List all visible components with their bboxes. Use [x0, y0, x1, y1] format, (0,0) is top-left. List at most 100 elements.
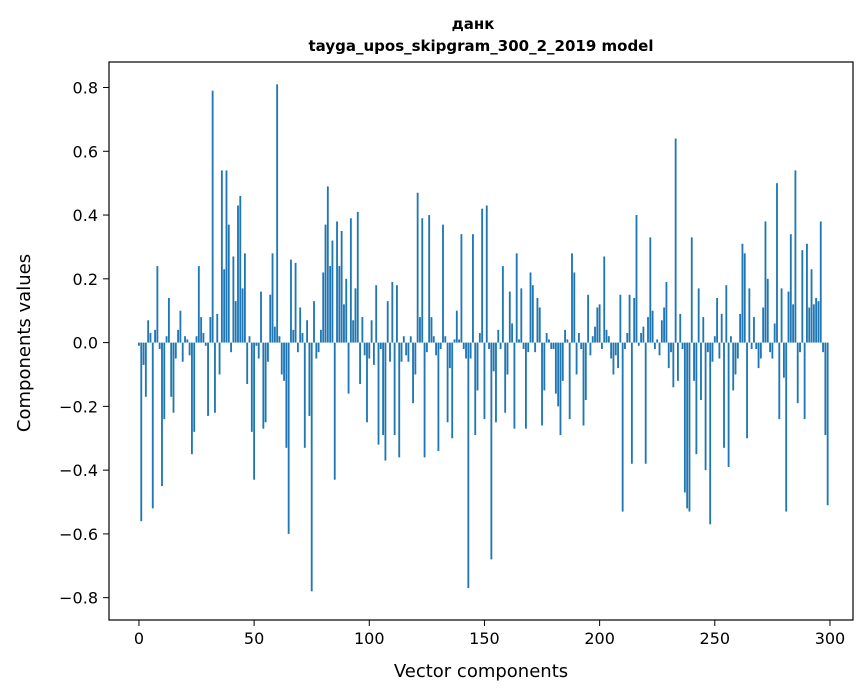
bar	[202, 333, 205, 343]
y-tick-label: −0.6	[59, 525, 98, 544]
bar	[161, 342, 163, 487]
bar	[476, 342, 479, 391]
bar	[677, 342, 679, 381]
bar	[211, 90, 214, 343]
bar	[260, 291, 262, 343]
bar	[681, 342, 684, 349]
bar	[453, 339, 456, 343]
bar	[746, 342, 748, 439]
bar	[518, 339, 520, 343]
bar	[808, 307, 811, 343]
bar	[474, 342, 477, 436]
bar	[338, 266, 341, 343]
y-tick-label: 0.4	[73, 206, 98, 225]
bar	[209, 317, 212, 343]
bar	[402, 336, 405, 343]
bar	[292, 329, 295, 343]
bar	[725, 285, 728, 343]
bar	[264, 342, 267, 423]
y-axis-label: Components values	[14, 254, 35, 432]
bar	[799, 342, 801, 353]
bar	[566, 339, 569, 343]
bar	[437, 342, 440, 451]
bar	[557, 342, 560, 407]
bar	[736, 342, 739, 359]
bar	[584, 342, 587, 400]
bar	[743, 253, 746, 343]
bar	[446, 342, 449, 423]
bar	[458, 339, 461, 343]
y-tick-label: −0.2	[59, 397, 98, 416]
bar	[142, 342, 145, 365]
bar	[822, 342, 824, 353]
bar	[465, 342, 467, 359]
bars-group	[138, 84, 829, 592]
bar	[658, 342, 661, 356]
bar	[776, 183, 778, 343]
bar	[158, 342, 161, 349]
bar	[621, 342, 624, 512]
bar	[633, 297, 636, 343]
bar	[660, 320, 663, 343]
bar	[511, 323, 514, 343]
bar	[248, 336, 251, 343]
bar	[488, 342, 490, 349]
bar	[695, 342, 698, 455]
bar	[683, 342, 686, 493]
y-tick-label: 0.2	[73, 270, 98, 289]
bar	[596, 307, 599, 343]
bar	[706, 342, 709, 353]
x-tick-label: 0	[134, 629, 144, 648]
bar	[785, 342, 788, 512]
bar	[727, 342, 730, 467]
bar	[419, 317, 421, 343]
bar	[732, 342, 735, 391]
bar	[234, 301, 237, 343]
bar	[538, 307, 541, 343]
bar	[624, 342, 626, 349]
bar	[391, 282, 394, 343]
bar	[495, 342, 497, 423]
bar	[250, 342, 253, 432]
bar	[819, 221, 822, 343]
bar	[306, 320, 309, 343]
bar	[214, 342, 216, 413]
bar	[697, 288, 700, 343]
bar	[184, 336, 186, 343]
y-tick-label: −0.8	[59, 589, 98, 608]
bar	[575, 342, 578, 375]
bar	[225, 170, 228, 343]
bar	[759, 342, 762, 359]
bar	[628, 294, 631, 343]
bar	[601, 342, 603, 349]
bar	[718, 342, 721, 359]
bar	[363, 342, 366, 356]
bar	[792, 304, 795, 343]
bar	[313, 301, 315, 343]
bar	[188, 342, 191, 356]
bar	[273, 326, 276, 343]
bar	[672, 342, 675, 388]
bar	[826, 342, 829, 506]
bar	[186, 339, 189, 343]
bar	[197, 266, 200, 343]
bar	[172, 342, 175, 413]
x-tick-label: 50	[244, 629, 264, 648]
bar	[204, 342, 207, 346]
bar	[513, 342, 516, 429]
bar	[483, 342, 486, 420]
bar	[174, 342, 177, 359]
bar	[568, 342, 571, 420]
bar	[594, 326, 596, 343]
bar	[485, 205, 488, 343]
bar	[333, 342, 336, 480]
bar	[140, 342, 143, 522]
bar	[614, 342, 617, 356]
bar	[750, 342, 753, 349]
bar	[640, 333, 643, 343]
bar	[817, 301, 820, 343]
bar	[331, 240, 334, 343]
chart-title: данк	[452, 15, 495, 33]
bar	[442, 224, 444, 343]
bar	[377, 342, 380, 445]
